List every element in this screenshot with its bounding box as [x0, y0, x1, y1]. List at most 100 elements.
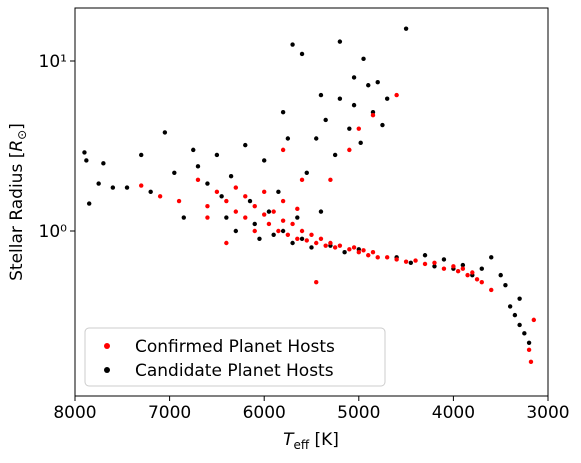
data-point: [233, 228, 239, 234]
x-tick-label: 7000: [148, 403, 191, 423]
x-axis-label: Teff [K]: [283, 430, 339, 452]
data-point: [162, 130, 168, 135]
data-point: [280, 198, 286, 204]
data-point: [96, 181, 101, 186]
x-tick-label: 3000: [526, 403, 569, 423]
data-point: [503, 282, 508, 288]
data-point: [337, 96, 343, 101]
data-point: [195, 164, 201, 169]
data-point: [285, 232, 291, 237]
data-point: [422, 253, 428, 258]
y-label-main: Stellar Radius [: [7, 152, 27, 281]
data-point: [470, 270, 475, 275]
data-point: [176, 198, 182, 204]
data-point: [84, 158, 89, 163]
x-label-subscript: eff: [293, 438, 309, 452]
data-point: [101, 161, 106, 166]
data-point: [347, 126, 352, 131]
data-point: [479, 279, 484, 285]
data-point: [526, 347, 532, 353]
data-point: [318, 236, 324, 241]
data-point: [299, 51, 305, 57]
data-point: [299, 236, 305, 241]
data-point: [262, 189, 267, 195]
data-point: [441, 257, 447, 262]
data-point: [342, 250, 347, 255]
data-point: [460, 262, 466, 268]
legend-box: [84, 327, 386, 387]
legend-label: Confirmed Planet Hosts: [135, 337, 335, 357]
data-point: [266, 209, 272, 214]
data-point: [233, 209, 239, 214]
data-point: [328, 240, 333, 246]
data-point: [280, 228, 286, 234]
data-point: [522, 331, 527, 336]
data-point: [243, 194, 248, 199]
data-point: [328, 177, 333, 183]
data-point: [139, 183, 144, 188]
data-point: [498, 272, 503, 278]
data-point: [413, 258, 418, 263]
data-point: [280, 109, 286, 115]
data-point: [394, 257, 399, 262]
data-point: [148, 189, 153, 195]
plot-frame: [74, 7, 549, 397]
x-tick-label: 6000: [243, 403, 286, 423]
data-point: [361, 56, 366, 62]
data-point: [299, 228, 305, 234]
data-point: [370, 250, 376, 255]
data-point: [370, 109, 376, 115]
data-point: [314, 136, 319, 141]
data-point: [356, 126, 361, 131]
x-label-symbol: T: [283, 430, 295, 450]
legend-marker: [104, 343, 110, 349]
data-point: [403, 259, 409, 264]
data-point: [507, 304, 513, 309]
data-point: [314, 279, 319, 285]
data-point: [110, 185, 116, 190]
data-point: [318, 92, 324, 98]
y-axis-label: Stellar Radius [R⊙]: [7, 123, 29, 281]
data-point: [403, 26, 409, 31]
y-tick-label: 10⁰: [39, 222, 68, 242]
data-point: [323, 117, 328, 123]
data-point: [224, 198, 229, 204]
data-point: [323, 243, 328, 248]
data-point: [460, 266, 466, 271]
data-point: [531, 317, 537, 323]
data-point: [205, 181, 210, 186]
data-point: [309, 232, 314, 237]
data-point: [86, 201, 92, 206]
data-point: [295, 206, 300, 212]
data-point: [299, 177, 305, 183]
data-point: [214, 152, 220, 158]
data-point: [304, 238, 309, 243]
data-point: [366, 83, 371, 88]
data-point: [181, 215, 186, 220]
data-point: [366, 253, 371, 258]
data-point: [252, 221, 257, 227]
data-point: [489, 255, 494, 260]
data-point: [347, 147, 352, 153]
y-label-subscript: ⊙: [15, 130, 29, 140]
data-point: [441, 266, 447, 271]
data-point: [337, 243, 343, 248]
y-label-symbol: R: [7, 140, 27, 152]
data-point: [384, 255, 390, 260]
data-point: [375, 80, 380, 85]
data-point: [257, 236, 262, 241]
data-point: [408, 260, 414, 266]
data-point: [332, 152, 338, 158]
data-point: [489, 287, 494, 293]
data-point: [295, 215, 300, 220]
y-label-end: ]: [7, 123, 27, 130]
data-point: [337, 39, 343, 44]
data-point: [124, 185, 130, 190]
data-point: [205, 203, 210, 209]
data-point: [290, 240, 295, 246]
data-point: [224, 240, 229, 246]
data-point: [351, 102, 357, 108]
y-tick-label: 10¹: [39, 52, 67, 72]
legend-marker: [104, 367, 110, 373]
